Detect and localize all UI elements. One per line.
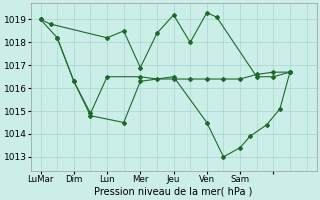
X-axis label: Pression niveau de la mer( hPa ): Pression niveau de la mer( hPa ) <box>94 187 253 197</box>
